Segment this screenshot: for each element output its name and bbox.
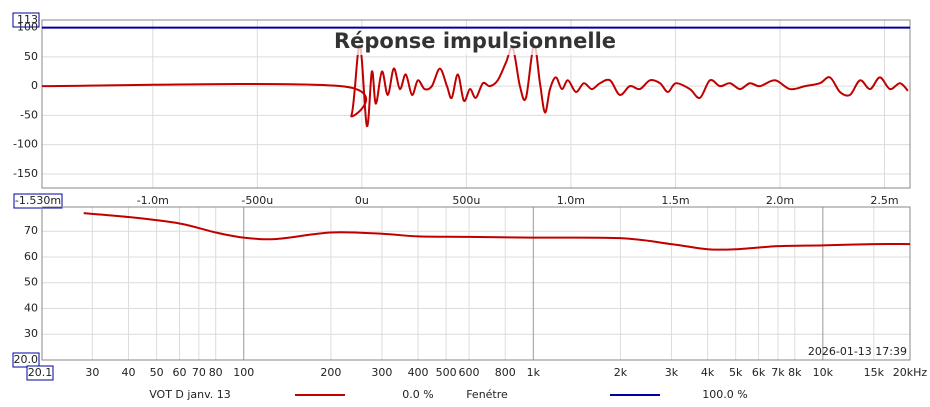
legend-value: 0.0 % [402, 388, 433, 401]
x-tick-label: 8k [788, 366, 802, 379]
y-tick-label: 20.0 [14, 353, 39, 366]
x-tick-label: 50 [150, 366, 164, 379]
y-tick-label: -50 [20, 108, 38, 121]
x-tick-label: 600 [459, 366, 480, 379]
x-tick-label: 400 [408, 366, 429, 379]
series-line [83, 212, 911, 251]
x-tick-label: 7k [771, 366, 785, 379]
edge-box [12, 352, 40, 368]
y-tick-label: 60 [24, 250, 38, 263]
chart-title: Réponse impulsionnelle [334, 29, 616, 53]
y-tick-label: 113 [17, 13, 38, 26]
x-tick-label: -500u [241, 194, 273, 207]
y-tick-label: 50 [24, 276, 38, 289]
x-tick-label: 15k [864, 366, 885, 379]
x-tick-label: 20.1 [28, 366, 53, 379]
y-tick-label: 100 [17, 21, 38, 34]
x-tick-label: -1.0m [137, 194, 169, 207]
x-tick-label: 800 [495, 366, 516, 379]
x-tick-label: 5k [729, 366, 743, 379]
y-tick-label: 0 [31, 79, 38, 92]
x-tick-label: 200 [320, 366, 341, 379]
x-tick-label: -1.530m [15, 194, 61, 207]
x-tick-label: 3k [665, 366, 679, 379]
y-tick-label: -100 [13, 138, 38, 151]
x-tick-label: 0u [355, 194, 369, 207]
x-tick-label: 30 [85, 366, 99, 379]
x-tick-label: 1.5m [661, 194, 689, 207]
y-tick-label: 70 [24, 224, 38, 237]
x-tick-label: 6k [752, 366, 766, 379]
y-tick-label: 50 [24, 50, 38, 63]
legend-name: VOT D janv. 13 [149, 388, 231, 401]
edge-box [12, 12, 40, 28]
x-tick-label: 2.0m [766, 194, 794, 207]
x-tick-label: 500u [452, 194, 480, 207]
x-tick-label: 2k [614, 366, 628, 379]
x-tick-label: 100 [233, 366, 254, 379]
y-tick-label: -150 [13, 167, 38, 180]
x-tick-label: 40 [122, 366, 136, 379]
edge-box [13, 193, 63, 209]
title-bg [335, 29, 615, 55]
y-tick-label: 30 [24, 327, 38, 340]
x-tick-label: 2.5m [870, 194, 898, 207]
legend-value: 100.0 % [702, 388, 747, 401]
x-tick-label: 70 [192, 366, 206, 379]
plot-frame [41, 19, 911, 189]
x-tick-label: 20kHz [893, 366, 928, 379]
x-tick-label: 300 [371, 366, 392, 379]
edge-box [26, 365, 54, 381]
x-tick-label: 500 [436, 366, 457, 379]
series-line [41, 44, 909, 127]
y-tick-label: 40 [24, 301, 38, 314]
x-tick-label: 4k [701, 366, 715, 379]
plot-frame [41, 206, 911, 361]
legend-name: Fenétre [466, 388, 508, 401]
x-tick-label: 80 [209, 366, 223, 379]
x-tick-label: 1k [527, 366, 541, 379]
x-tick-label: 60 [173, 366, 187, 379]
timestamp: 2026-01-13 17:39 [808, 345, 907, 358]
x-tick-label: 10k [813, 366, 834, 379]
x-tick-label: 1.0m [557, 194, 585, 207]
